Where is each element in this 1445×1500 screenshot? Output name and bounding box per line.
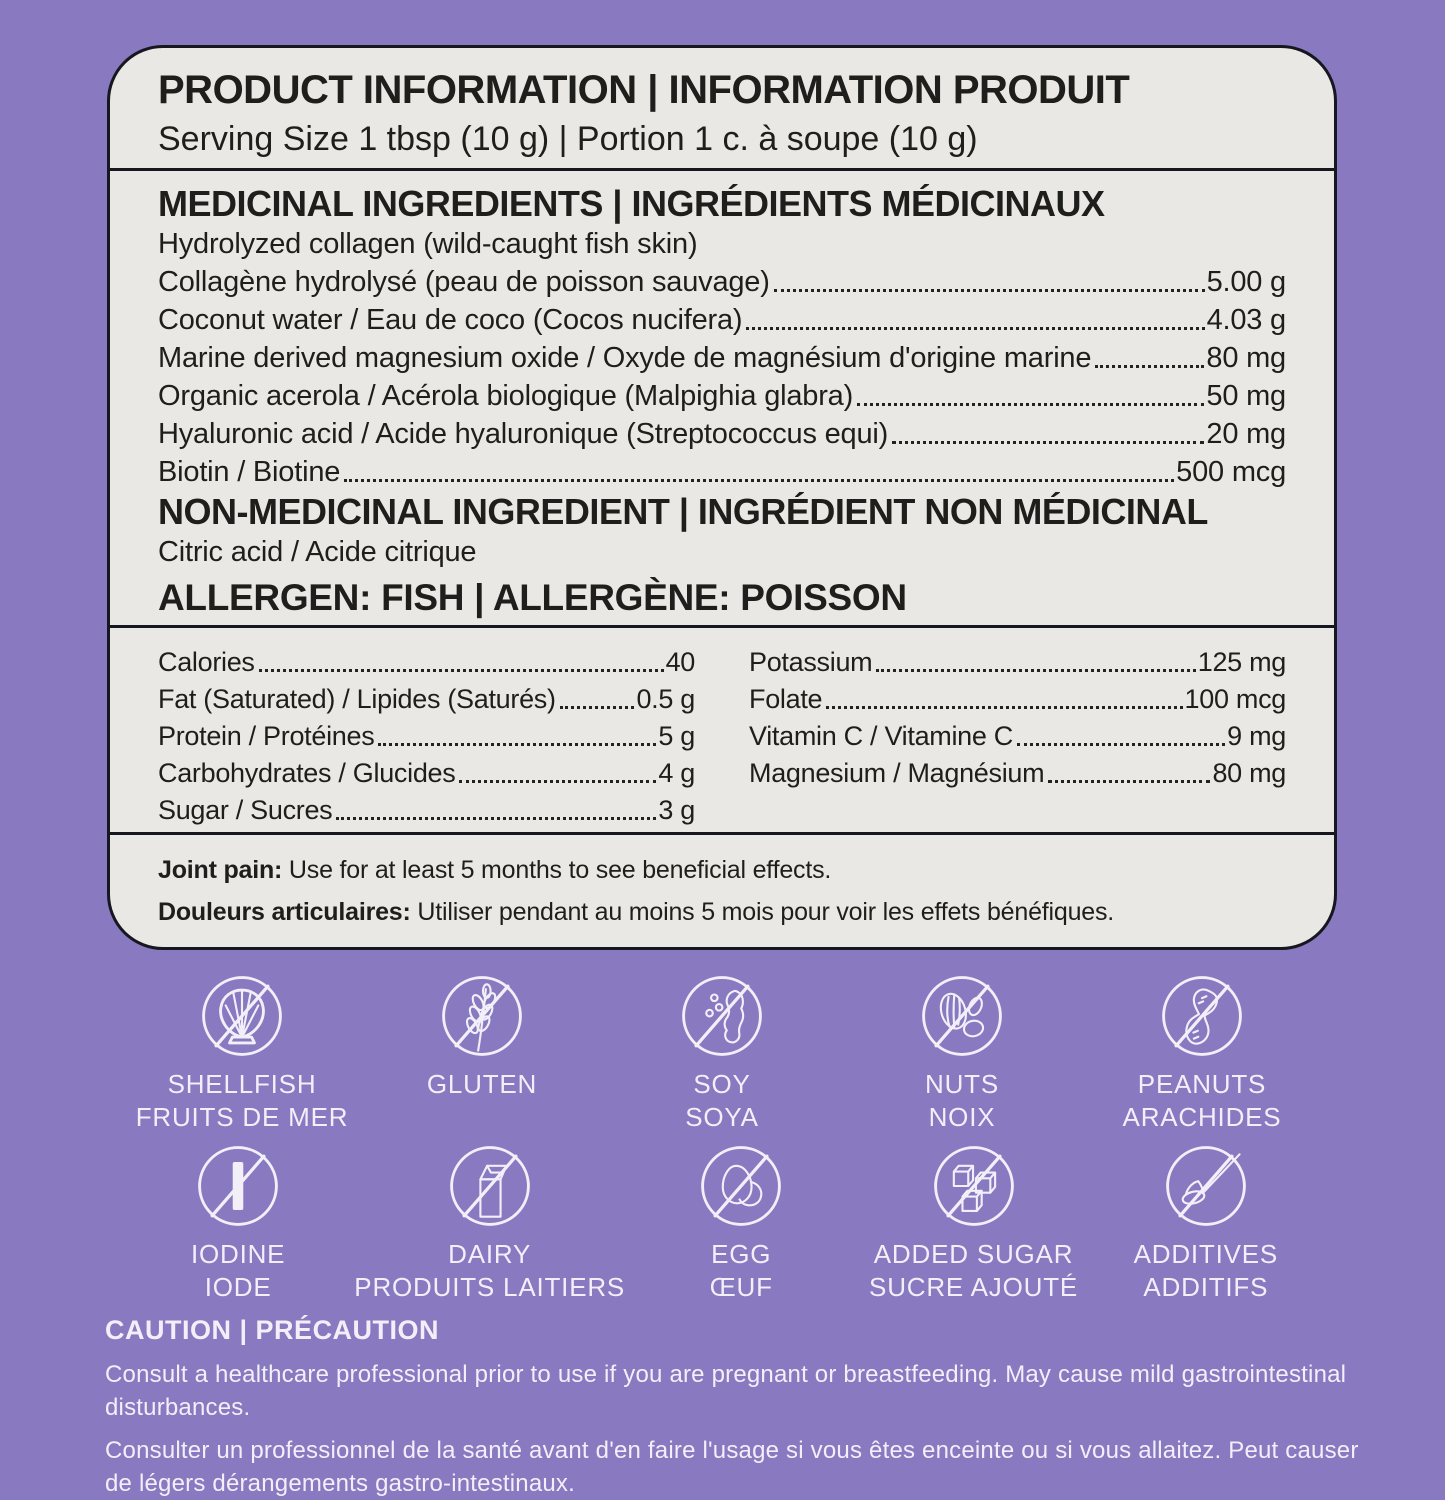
caution-text-fr: Consulter un professionnel de la santé a… [105,1437,1359,1497]
product-info-panel: PRODUCT INFORMATION | INFORMATION PRODUI… [107,45,1337,950]
badge-label: GLUTEN [426,1069,538,1099]
additives-icon [1166,1146,1246,1226]
joint-pain-note-fr: Douleurs articulaires: Utiliser pendant … [158,898,1115,926]
dot-leader [826,706,1183,709]
ingredient-row: Hyaluronic acid / Acide hyaluronique (St… [158,418,1286,450]
ingredient-row: Collagène hydrolysé (peau de poisson sau… [158,266,1286,298]
peanuts-icon [1162,976,1242,1056]
nutrition-row: Calories 40 [158,647,695,677]
non-medicinal-heading: NON-MEDICINAL INGREDIENT | INGRÉDIENT NO… [158,491,1208,532]
usage-notes-section: Joint pain: Use for at least 5 months to… [110,832,1334,947]
nutrition-row: Sugar / Sucres 3 g [158,795,695,825]
badge-label: EGG ŒUF [709,1239,773,1302]
gluten-icon [442,976,522,1056]
nutrition-row: Magnesium / Magnésium 80 mg [749,758,1286,788]
ingredient-row: Coconut water / Eau de coco (Cocos nucif… [158,304,1286,336]
egg-icon [701,1146,782,1226]
badge-label: IODINE IODE [190,1239,286,1302]
iodine-icon [198,1146,278,1226]
caution-text-en: Consult a healthcare professional prior … [105,1361,1347,1421]
nuts-icon [922,976,1002,1056]
dot-leader [559,706,635,709]
badge-no-soy: SOY SOYA [602,968,842,1134]
allergen-free-badges-row2: IODINE IODE DAIRY PRODUITS LAITIERS [122,1138,1322,1304]
ingredient-row: Organic acerola / Acérola biologique (Ma… [158,380,1286,412]
ingredient-row: Marine derived magnesium oxide / Oxyde d… [158,342,1286,374]
allergen-statement: ALLERGEN: FISH | ALLERGÈNE: POISSON [158,577,907,618]
dot-leader [258,669,664,672]
soy-icon [682,976,762,1056]
badge-no-iodine: IODINE IODE [122,1138,354,1304]
caution-heading: CAUTION | PRÉCAUTION [105,1315,440,1345]
dot-leader [336,817,657,820]
dot-leader [892,441,1205,444]
ingredients-section: MEDICINAL INGREDIENTS | INGRÉDIENTS MÉDI… [110,168,1334,625]
package-label: PRODUCT INFORMATION | INFORMATION PRODUI… [105,45,1358,1497]
dot-leader [876,669,1196,672]
nutrition-row: Vitamin C / Vitamine C 9 mg [749,721,1286,751]
dot-leader [378,743,657,746]
dot-leader [344,479,1175,482]
dot-leader [459,780,657,783]
badge-no-dairy: DAIRY PRODUITS LAITIERS [354,1138,625,1304]
added-sugar-icon [933,1146,1014,1226]
badge-label: ADDED SUGAR SUCRE AJOUTÉ [869,1239,1079,1302]
nutrition-row: Folate 100 mcg [749,684,1286,714]
badge-label: PEANUTS ARACHIDES [1122,1069,1282,1132]
badge-no-gluten: GLUTEN [362,968,602,1134]
badge-no-peanuts: PEANUTS ARACHIDES [1082,968,1322,1134]
medicinal-heading: MEDICINAL INGREDIENTS | INGRÉDIENTS MÉDI… [158,183,1105,224]
dot-leader [746,327,1205,330]
badge-label: ADDITIVES ADDITIFS [1133,1239,1279,1302]
shellfish-icon [202,976,282,1056]
dot-leader [1048,780,1211,783]
panel-title: PRODUCT INFORMATION | INFORMATION PRODUI… [158,68,1130,112]
joint-pain-note: Joint pain: Use for at least 5 months to… [158,856,832,884]
badge-label: SOY SOYA [685,1069,759,1132]
badge-label: SHELLFISH FRUITS DE MER [135,1069,349,1132]
nutrition-row: Protein / Protéines 5 g [158,721,695,751]
badge-no-nuts: NUTS NOIX [842,968,1082,1134]
dot-leader [773,289,1205,292]
allergen-free-badges-row1: SHELLFISH FRUITS DE MER GLUTEN [122,968,1322,1134]
ingredient-row: Biotin / Biotine 500 mcg [158,456,1286,488]
non-medicinal-row: Citric acid / Acide citrique [158,536,477,568]
nutrition-row: Fat (Saturated) / Lipides (Saturés) 0.5 … [158,684,695,714]
panel-header: PRODUCT INFORMATION | INFORMATION PRODUI… [110,48,1334,168]
dairy-icon [449,1146,530,1226]
caution-section: CAUTION | PRÉCAUTION Consult a healthcar… [105,1312,1380,1500]
dot-leader [1017,743,1226,746]
nutrition-row: Potassium 125 mg [749,647,1286,677]
nutrition-left-column: Calories 40 Fat (Saturated) / Lipides (S… [158,644,695,829]
dot-leader [1095,365,1205,368]
badge-no-shellfish: SHELLFISH FRUITS DE MER [122,968,362,1134]
nutrition-section: Calories 40 Fat (Saturated) / Lipides (S… [110,625,1334,832]
serving-size: Serving Size 1 tbsp (10 g) | Portion 1 c… [158,120,978,158]
badge-no-additives: ADDITIVES ADDITIFS [1090,1138,1322,1304]
nutrition-row: Carbohydrates / Glucides 4 g [158,758,695,788]
badge-label: DAIRY PRODUITS LAITIERS [354,1239,626,1302]
badge-label: NUTS NOIX [925,1069,999,1132]
dot-leader [857,403,1205,406]
ingredient-row: Hydrolyzed collagen (wild-caught fish sk… [158,228,698,260]
nutrition-right-column: Potassium 125 mg Folate 100 mcg Vitamin … [749,644,1286,829]
badge-no-added-sugar: ADDED SUGAR SUCRE AJOUTÉ [857,1138,1089,1304]
badge-no-egg: EGG ŒUF [625,1138,857,1304]
